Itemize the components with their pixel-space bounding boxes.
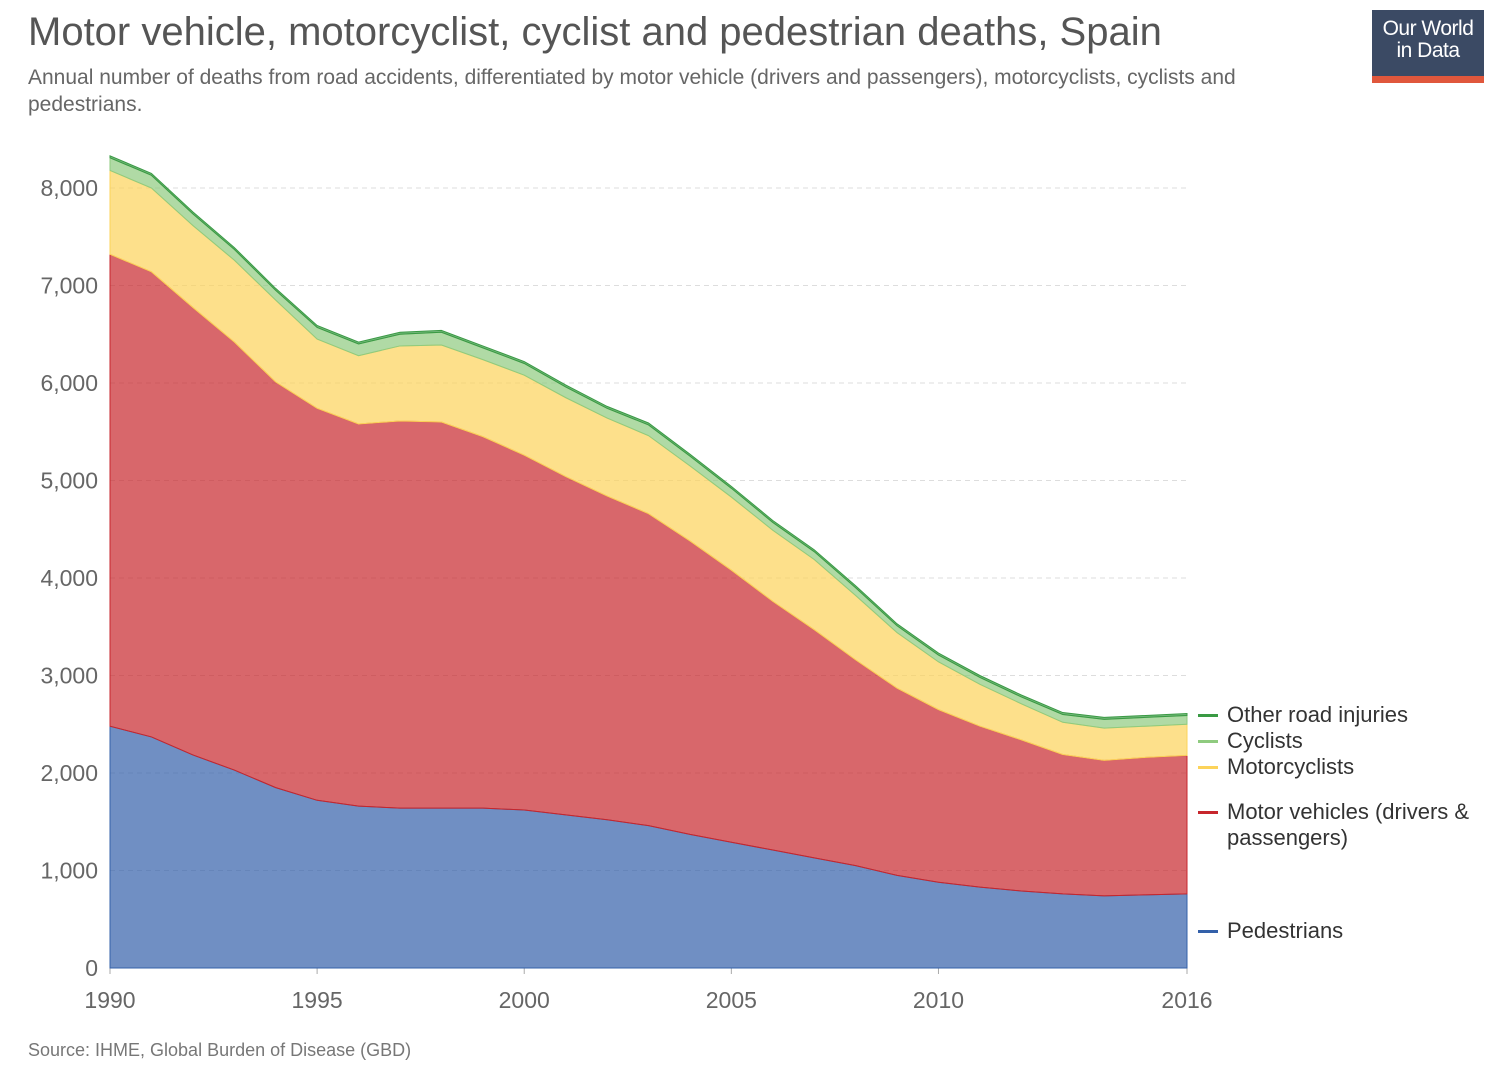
y-tick-label: 3,000 [40, 663, 98, 689]
x-tick-label: 2016 [1161, 987, 1212, 1013]
y-tick-label: 8,000 [40, 175, 98, 201]
legend-swatch [1198, 929, 1218, 933]
chart-title: Motor vehicle, motorcyclist, cyclist and… [28, 10, 1162, 54]
chart-subtitle: Annual number of deaths from road accide… [28, 66, 1236, 116]
legend-swatch [1198, 765, 1218, 769]
x-tick-label: 2000 [499, 987, 550, 1013]
area [109, 155, 1188, 720]
x-tick-label: 2010 [913, 987, 964, 1013]
legend-label: Motor vehicles (drivers & passengers) [1227, 798, 1470, 850]
legend-swatch [1198, 713, 1218, 717]
y-tick-label: 7,000 [40, 273, 98, 299]
x-tick-label: 1995 [292, 987, 343, 1013]
legend-label: Other road injuries [1227, 701, 1408, 727]
source-note: Source: IHME, Global Burden of Disease (… [28, 1040, 412, 1060]
legend-label: Pedestrians [1227, 917, 1344, 943]
y-tick-label: 5,000 [40, 468, 98, 494]
logo[interactable]: Our World in Data [1372, 10, 1484, 83]
legend-label: Cyclists [1227, 727, 1303, 753]
legend-swatch [1198, 739, 1218, 743]
x-tick-label: 1990 [84, 987, 135, 1013]
x-tick-label: 2005 [706, 987, 757, 1013]
y-tick-label: 2,000 [40, 760, 98, 786]
logo-line: Our World [1382, 17, 1474, 40]
legend-swatch [1198, 810, 1218, 814]
y-tick-label: 0 [85, 955, 98, 981]
logo-line: in Data [1396, 39, 1460, 62]
y-tick-label: 6,000 [40, 370, 98, 396]
y-tick-label: 4,000 [40, 565, 98, 591]
legend-label: Motorcyclists [1227, 753, 1355, 779]
y-tick-label: 1,000 [40, 858, 98, 884]
